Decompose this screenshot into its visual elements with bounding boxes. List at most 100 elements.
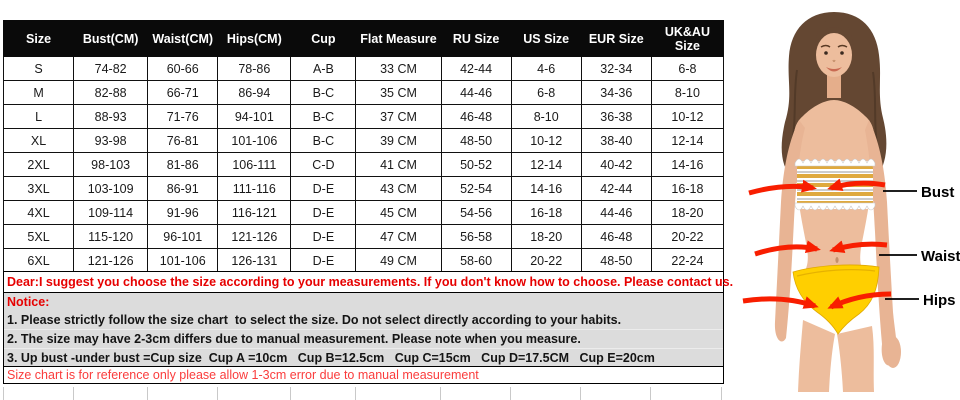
table-cell: 91-96: [147, 200, 219, 225]
table-cell: 48-50: [440, 128, 512, 153]
column-header: Bust(CM): [73, 20, 149, 57]
table-header-row: Size Bust(CM) Waist(CM) Hips(CM) Cup Flat Mea…: [2, 20, 725, 57]
table-cell: 22-24: [650, 248, 725, 273]
waist-label: Waist: [921, 248, 960, 265]
table-cell: L: [2, 104, 75, 129]
ghost-cell: [440, 387, 510, 400]
column-header: Size: [2, 20, 75, 57]
table-cell: 14-16: [650, 152, 725, 177]
table-cell: 86-94: [217, 80, 292, 105]
table-cell: 12-14: [650, 128, 725, 153]
table-cell: 101-106: [147, 248, 219, 273]
table-cell: 60-66: [147, 56, 219, 81]
table-cell: 46-48: [580, 224, 652, 249]
table-cell: 98-103: [73, 152, 149, 177]
table-body: S 74-82 60-66 78-86 A-B 33 CM 42-44 4-6 32-34 6-8…: [2, 56, 725, 273]
column-header: RU Size: [440, 20, 512, 57]
hips-arrow-right: [827, 291, 892, 310]
hips-arrow-left: [742, 296, 819, 309]
table-cell: 56-58: [440, 224, 512, 249]
table-cell: 3XL: [2, 176, 75, 201]
table-cell: 14-16: [510, 176, 582, 201]
table-cell: 71-76: [147, 104, 219, 129]
table-row: 3XL 103-109 86-91 111-116 D-E 43 CM 52-54 14-16…: [2, 176, 725, 201]
table-cell: 42-44: [580, 176, 652, 201]
table-cell: 38-40: [580, 128, 652, 153]
column-header: Cup: [290, 20, 357, 57]
table-cell: B-C: [290, 80, 357, 105]
table-row: 4XL 109-114 91-96 116-121 D-E 45 CM 54-56 16-18…: [2, 200, 725, 225]
table-row: 5XL 115-120 96-101 121-126 D-E 47 CM 56-58 18-2…: [2, 224, 725, 249]
table-cell: 2XL: [2, 152, 75, 177]
table-cell: C-D: [290, 152, 357, 177]
table-cell: 54-56: [440, 200, 512, 225]
table-cell: B-C: [290, 104, 357, 129]
table-cell: 101-106: [217, 128, 292, 153]
notice-section: Notice: 1. Please strictly follow the si…: [3, 293, 724, 366]
ghost-cell: [290, 387, 355, 400]
ghost-cell: [73, 387, 147, 400]
column-header: US Size: [510, 20, 582, 57]
table-cell: 20-22: [650, 224, 725, 249]
ghost-cell: [355, 387, 440, 400]
ghost-cell: [510, 387, 580, 400]
table-cell: 37 CM: [355, 104, 442, 129]
ghost-cell: [3, 387, 73, 400]
table-cell: 48-50: [580, 248, 652, 273]
table-cell: D-E: [290, 248, 357, 273]
notice-items: 1. Please strictly follow the size chart…: [4, 311, 723, 367]
table-cell: 33 CM: [355, 56, 442, 81]
face: [815, 19, 853, 77]
table-cell: M: [2, 80, 75, 105]
table-cell: 8-10: [510, 104, 582, 129]
table-cell: S: [2, 56, 75, 81]
table-cell: 86-91: [147, 176, 219, 201]
table-cell: 45 CM: [355, 200, 442, 225]
table-cell: 8-10: [650, 80, 725, 105]
table-cell: 32-34: [580, 56, 652, 81]
table-cell: 46-48: [440, 104, 512, 129]
table-cell: 6-8: [650, 56, 725, 81]
table-cell: 18-20: [510, 224, 582, 249]
column-header: UK&AU Size: [650, 20, 725, 57]
table-cell: 126-131: [217, 248, 292, 273]
table-cell: 82-88: [73, 80, 149, 105]
table-cell: 20-22: [510, 248, 582, 273]
bust-arrow-right: [827, 178, 886, 191]
table-cell: 49 CM: [355, 248, 442, 273]
waist-arrow-right: [829, 240, 888, 253]
table-cell: 16-18: [650, 176, 725, 201]
table-cell: 50-52: [440, 152, 512, 177]
table-cell: 4-6: [510, 56, 582, 81]
table-cell: 52-54: [440, 176, 512, 201]
size-chart-table: Size Bust(CM) Waist(CM) Hips(CM) Cup Flat Mea…: [2, 20, 725, 273]
measure-labels: Bust Waist Hips: [879, 184, 960, 309]
notice-item: 3. Up bust -under bust =Cup size Cup A =…: [4, 348, 723, 367]
table-cell: A-B: [290, 56, 357, 81]
cutoff-next-row: [3, 387, 724, 400]
table-cell: 5XL: [2, 224, 75, 249]
table-cell: 103-109: [73, 176, 149, 201]
table-row: S 74-82 60-66 78-86 A-B 33 CM 42-44 4-6 32-34 6-8: [2, 56, 725, 81]
table-cell: 78-86: [217, 56, 292, 81]
table-cell: 10-12: [650, 104, 725, 129]
table-cell: 121-126: [217, 224, 292, 249]
table-cell: 4XL: [2, 200, 75, 225]
ghost-cell: [580, 387, 650, 400]
table-cell: D-E: [290, 176, 357, 201]
table-cell: 81-86: [147, 152, 219, 177]
notice-item: 1. Please strictly follow the size chart…: [7, 313, 622, 327]
column-header: Flat Measure: [355, 20, 442, 57]
navel: [835, 257, 839, 263]
table-cell: 94-101: [217, 104, 292, 129]
reference-note: Size chart is for reference only please …: [3, 366, 724, 384]
measure-arrows: [742, 178, 892, 310]
table-cell: 36-38: [580, 104, 652, 129]
table-cell: 34-36: [580, 80, 652, 105]
table-cell: 66-71: [147, 80, 219, 105]
table-cell: 41 CM: [355, 152, 442, 177]
column-header: Hips(CM): [217, 20, 292, 57]
model-illustration: Bust Waist Hips: [742, 12, 960, 392]
table-row: 2XL 98-103 81-86 106-111 C-D 41 CM 50-52 12-14 4…: [2, 152, 725, 177]
